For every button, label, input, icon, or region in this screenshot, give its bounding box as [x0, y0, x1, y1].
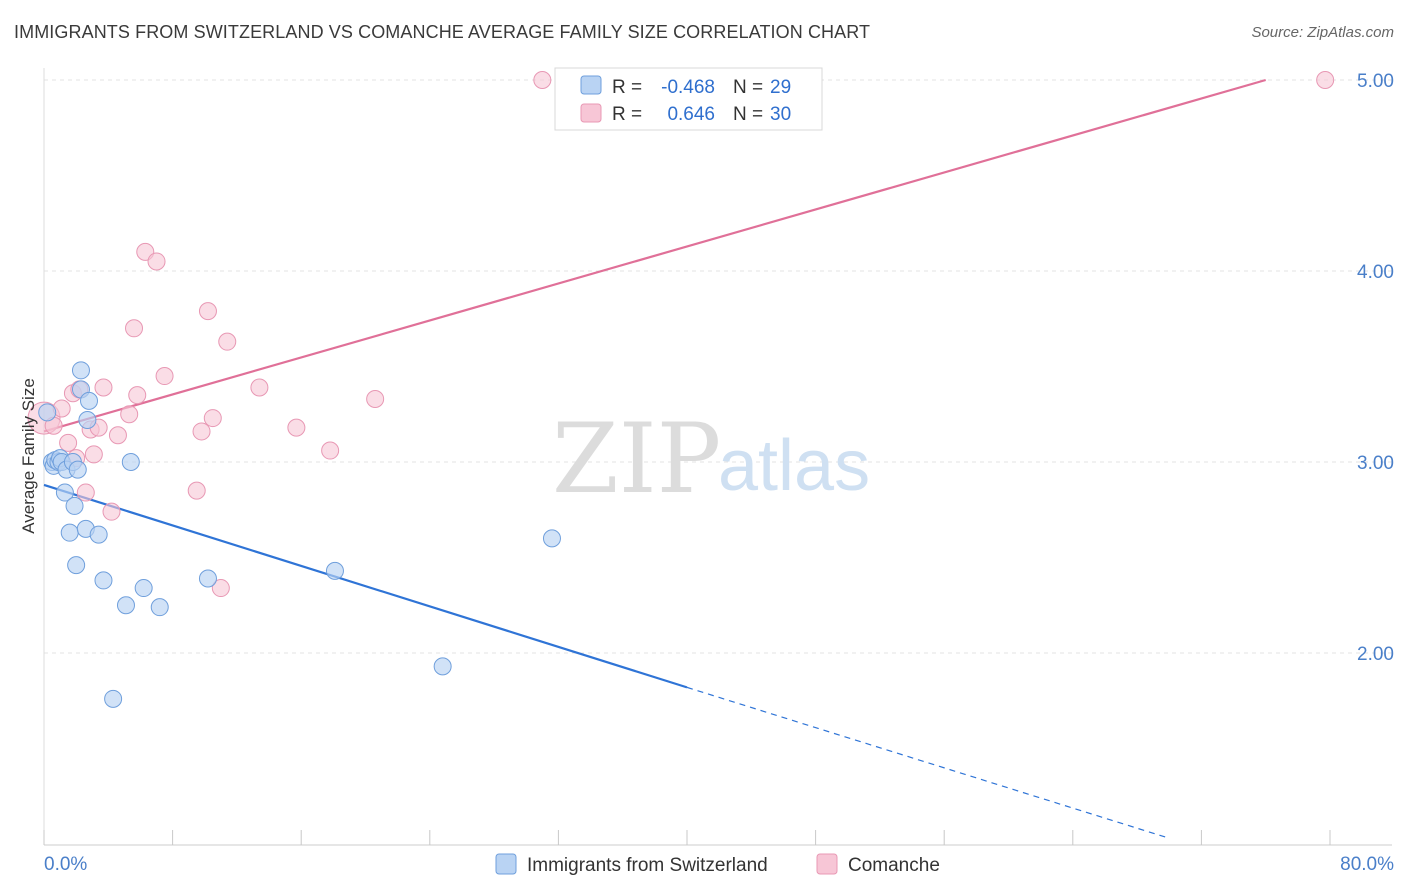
comanche-point — [76, 483, 95, 502]
x-tick-label-max: 80.0% — [1340, 854, 1394, 875]
switzerland-point — [134, 579, 153, 598]
comanche-point — [366, 389, 385, 408]
switzerland-point — [65, 496, 84, 515]
legend-n-label-2: N = — [733, 104, 763, 125]
bottom-legend-label-switzerland: Immigrants from Switzerland — [527, 855, 768, 876]
comanche-point — [120, 405, 139, 424]
comanche-points — [27, 71, 1335, 598]
legend-n-label-1: N = — [733, 77, 763, 98]
comanche-point — [155, 367, 174, 386]
legend-swatch-pink — [580, 103, 602, 123]
comanche-point — [192, 422, 211, 441]
switzerland-point — [38, 403, 57, 422]
legend-n-value-2: 30 — [770, 104, 791, 125]
comanche-point — [533, 71, 552, 89]
comanche-point — [187, 481, 206, 500]
switzerland-point — [68, 460, 87, 479]
bottom-legend-label-comanche: Comanche — [848, 855, 940, 876]
comanche-point — [59, 433, 78, 452]
y-axis-label: Average Family Size — [19, 378, 38, 534]
x-tick-labels: 0.0% 80.0% — [44, 854, 1394, 875]
chart-source: Source: ZipAtlas.com — [1251, 24, 1394, 41]
comanche-point — [198, 302, 217, 321]
switzerland-point — [80, 391, 99, 410]
comanche-trend-line — [43, 78, 1267, 433]
x-axis-ticks — [43, 830, 1331, 845]
axes — [43, 68, 1392, 846]
comanche-point — [250, 378, 269, 397]
switzerland-point — [104, 689, 123, 708]
comanche-point — [108, 426, 127, 445]
comanche-point — [94, 378, 113, 397]
comanche-point — [84, 445, 103, 464]
legend-r-value-2: 0.646 — [667, 104, 715, 125]
comanche-point — [125, 319, 144, 338]
switzerland-point — [78, 410, 97, 429]
switzerland-point — [71, 361, 90, 380]
switzerland-point — [55, 483, 74, 502]
comanche-point — [128, 386, 147, 405]
comanche-point — [287, 418, 306, 437]
comanche-point — [147, 252, 166, 271]
comanche-point — [1316, 71, 1335, 89]
switzerland-point — [198, 569, 217, 588]
watermark-atlas: atlas — [718, 426, 870, 506]
y-tick-label: 2.00 — [1357, 644, 1394, 665]
switzerland-point — [325, 561, 344, 580]
switzerland-point — [150, 598, 169, 617]
comanche-point — [218, 332, 237, 351]
legend-n-value-1: 29 — [770, 77, 791, 98]
switzerland-point — [94, 571, 113, 590]
switzerland-point — [542, 529, 561, 548]
y-tick-labels: 2.00 3.00 4.00 5.00 — [1357, 71, 1394, 665]
series-legend: Immigrants from Switzerland Comanche — [495, 853, 940, 876]
chart-title: IMMIGRANTS FROM SWITZERLAND VS COMANCHE … — [14, 22, 871, 42]
switzerland-point — [116, 596, 135, 615]
x-tick-label-min: 0.0% — [44, 854, 87, 875]
legend-r-label-1: R = — [612, 77, 642, 98]
switzerland-point — [89, 525, 108, 544]
legend-r-value-1: -0.468 — [661, 77, 715, 98]
switzerland-points — [38, 361, 561, 708]
watermark: ZIP atlas — [552, 403, 870, 515]
y-tick-label: 4.00 — [1357, 262, 1394, 283]
switzerland-point — [121, 453, 140, 471]
legend-swatch-blue — [580, 75, 602, 95]
watermark-zip: ZIP — [552, 403, 721, 515]
switzerland-trend-extension — [686, 686, 1170, 839]
switzerland-point — [433, 657, 452, 676]
comanche-point — [102, 502, 121, 521]
comanche-point — [203, 409, 222, 428]
bottom-legend-swatch-pink — [816, 853, 838, 875]
y-tick-label: 5.00 — [1357, 71, 1394, 92]
correlation-legend: R = -0.468 N = 29 R = 0.646 N = 30 — [554, 67, 823, 131]
bottom-legend-swatch-blue — [495, 853, 517, 875]
switzerland-point — [67, 556, 86, 575]
trend-lines — [43, 78, 1267, 839]
comanche-point — [321, 441, 340, 460]
switzerland-trend-line — [43, 483, 688, 689]
gridlines — [44, 79, 1392, 654]
y-tick-label: 3.00 — [1357, 453, 1394, 474]
legend-r-label-2: R = — [612, 104, 642, 125]
switzerland-point — [60, 523, 79, 542]
comanche-point — [211, 579, 230, 598]
